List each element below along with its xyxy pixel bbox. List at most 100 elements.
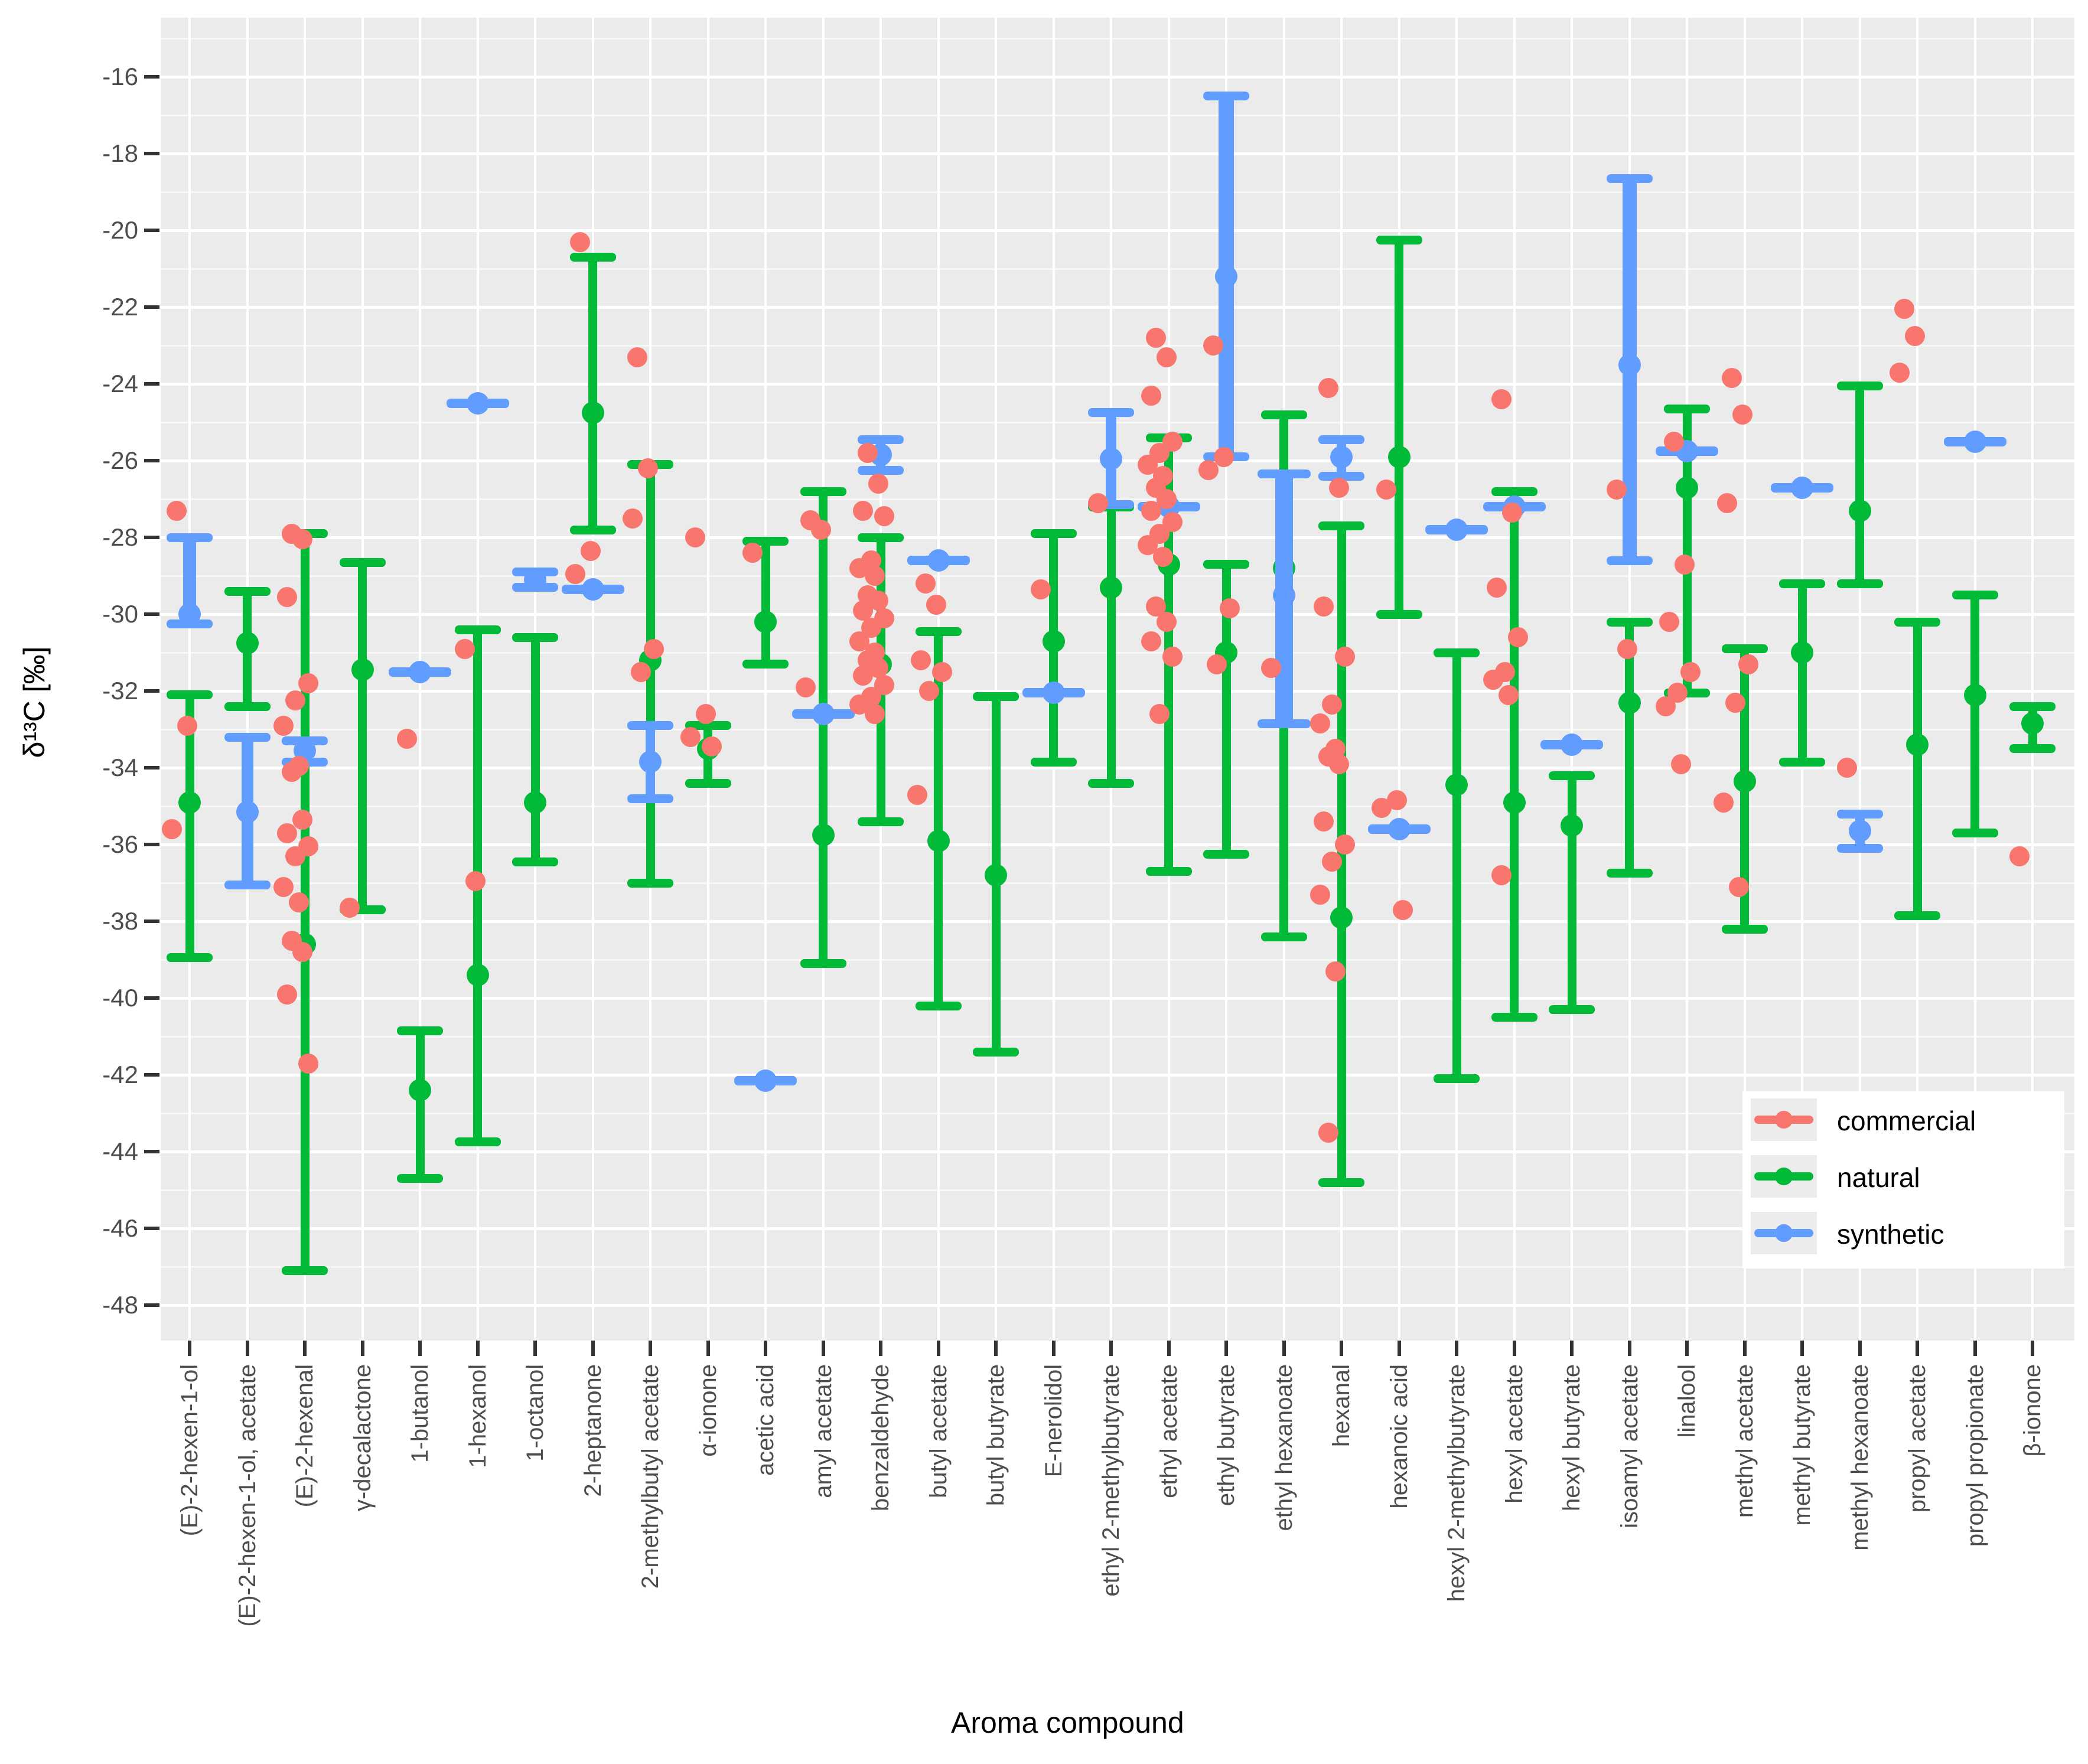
natural-errorbar-mean-marker <box>1387 445 1411 468</box>
commercial-point <box>285 690 305 711</box>
natural-errorbar-bottom-cap <box>1836 579 1883 588</box>
x-tick-mark <box>1340 1341 1343 1356</box>
natural-errorbar-mean-marker <box>1676 476 1698 499</box>
commercial-point <box>1501 502 1522 523</box>
major-gridline <box>161 536 2074 539</box>
x-tick-mark <box>1397 1341 1401 1356</box>
commercial-point <box>627 347 647 367</box>
y-tick-label: -20 <box>102 216 138 244</box>
x-tick-label: amyl acetate <box>810 1364 836 1498</box>
synthetic-errorbar-top-cap <box>1836 809 1883 819</box>
synthetic-key-icon <box>1751 1212 1817 1254</box>
natural-errorbar-mean-marker <box>1100 576 1122 599</box>
commercial-point <box>1220 598 1240 619</box>
commercial-point <box>1088 493 1108 513</box>
natural-errorbar-line <box>819 491 828 964</box>
minor-gridline <box>161 805 2074 807</box>
x-tick-label: (E)-2-hexen-1-ol, acetate <box>234 1364 260 1627</box>
x-tick-label: methyl butyrate <box>1789 1364 1815 1526</box>
x-tick-label: acetic acid <box>753 1364 778 1476</box>
x-tick-mark <box>879 1341 882 1356</box>
natural-errorbar-top-cap <box>1721 644 1768 653</box>
natural-errorbar-top-cap <box>1549 771 1595 780</box>
commercial-point <box>910 650 931 670</box>
commercial-point <box>1156 347 1177 367</box>
commercial-point <box>339 898 360 918</box>
y-tick-mark <box>144 382 159 386</box>
natural-errorbar-top-cap <box>973 692 1019 702</box>
commercial-point <box>1656 696 1676 716</box>
x-tick-mark <box>936 1341 940 1356</box>
synthetic-errorbar-mean-marker <box>639 751 662 774</box>
natural-errorbar-mean-marker <box>581 401 604 424</box>
natural-errorbar-line <box>415 1031 425 1179</box>
x-tick-mark <box>533 1341 537 1356</box>
commercial-point <box>1329 754 1349 774</box>
column-gridline <box>1398 18 1400 1341</box>
y-tick-label: -32 <box>102 677 138 705</box>
natural-errorbar-mean-marker <box>236 631 259 654</box>
synthetic-errorbar-mean-marker <box>1272 583 1295 607</box>
commercial-point <box>1314 596 1334 617</box>
commercial-point <box>1664 431 1684 452</box>
synthetic-errorbar-bottom-cap <box>1318 471 1364 481</box>
y-tick-label: -48 <box>102 1291 138 1319</box>
synthetic-errorbar-mean-marker <box>1387 818 1411 840</box>
commercial-point <box>167 500 187 521</box>
y-tick-label: -24 <box>102 370 138 397</box>
natural-errorbar-top-cap <box>1203 560 1249 569</box>
commercial-point <box>623 508 643 529</box>
commercial-point <box>1310 884 1330 905</box>
commercial-point <box>273 876 294 897</box>
commercial-point <box>292 942 312 962</box>
y-tick-mark <box>144 536 159 539</box>
natural-errorbar-mean-marker <box>524 791 546 814</box>
natural-errorbar-line <box>1970 595 1979 833</box>
natural-errorbar-mean-marker <box>351 658 374 682</box>
natural-errorbar-bottom-cap <box>1318 1178 1364 1187</box>
x-tick-mark <box>1973 1341 1977 1356</box>
natural-errorbar-mean-marker <box>1561 814 1583 837</box>
minor-gridline <box>161 344 2074 347</box>
synthetic-errorbar-mean-marker <box>1215 265 1237 288</box>
commercial-point <box>1335 646 1355 667</box>
commercial-point <box>865 704 885 724</box>
major-gridline <box>161 1073 2074 1077</box>
y-tick-mark <box>144 1073 159 1077</box>
commercial-point <box>177 715 197 736</box>
commercial-point <box>580 540 601 561</box>
commercial-point <box>680 727 701 747</box>
x-tick-mark <box>764 1341 767 1356</box>
natural-errorbar-bottom-cap <box>1030 757 1077 767</box>
commercial-point <box>1322 852 1342 872</box>
natural-errorbar-bottom-cap <box>1721 924 1768 934</box>
x-tick-mark <box>994 1341 998 1356</box>
natural-errorbar-line <box>185 694 194 958</box>
commercial-point <box>1483 669 1503 690</box>
natural-errorbar-bottom-cap <box>1894 911 1940 920</box>
natural-errorbar-bottom-cap <box>685 778 731 788</box>
natural-errorbar-top-cap <box>1030 529 1077 538</box>
x-tick-label: hexanal <box>1328 1364 1354 1447</box>
natural-errorbar-mean-marker <box>2021 712 2044 735</box>
natural-errorbar-line <box>761 541 770 664</box>
natural-errorbar-top-cap <box>454 625 501 634</box>
natural-errorbar-line <box>1221 564 1231 855</box>
synthetic-errorbar-mean-marker <box>1100 447 1122 470</box>
synthetic-errorbar-top-cap <box>1318 435 1364 444</box>
synthetic-errorbar-top-cap <box>167 533 213 542</box>
natural-errorbar-line <box>588 257 597 530</box>
y-tick-mark <box>144 996 159 1000</box>
natural-errorbar-bottom-cap <box>224 702 271 711</box>
x-tick-label: benzaldehyde <box>868 1364 894 1512</box>
commercial-point <box>1725 692 1745 713</box>
commercial-point <box>1152 546 1173 567</box>
x-tick-mark <box>706 1341 710 1356</box>
x-tick-mark <box>303 1341 307 1356</box>
minor-gridline <box>161 114 2074 116</box>
natural-errorbar-top-cap <box>512 632 558 642</box>
natural-errorbar-top-cap <box>1260 410 1307 419</box>
synthetic-errorbar-bottom-cap <box>1257 719 1311 728</box>
y-tick-mark <box>144 689 159 693</box>
